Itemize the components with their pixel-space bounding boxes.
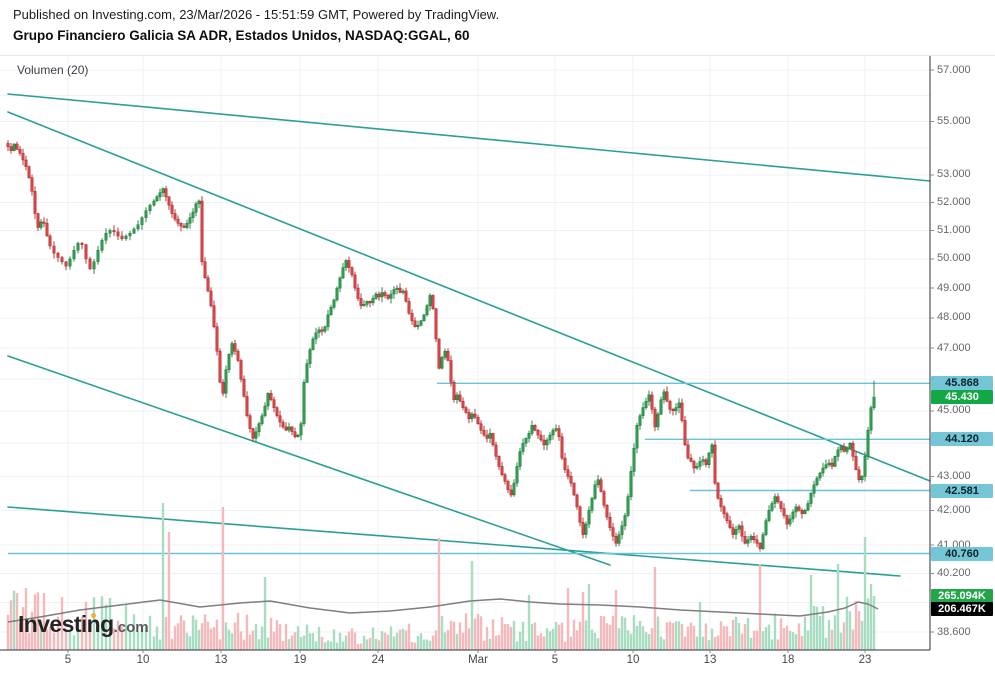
logo-tld-text: .com (113, 619, 149, 636)
trendlines (7, 93, 931, 577)
grid-lines (0, 56, 930, 650)
investing-logo[interactable]: Investing.com (18, 611, 149, 639)
volume-indicator-label: Volumen (20) (17, 63, 89, 77)
logo-orange-dot-icon (91, 613, 96, 618)
logo-brand-text: Investing (18, 611, 114, 637)
chart-title: Grupo Financiero Galicia SA ADR, Estados… (13, 28, 470, 43)
header-divider (0, 55, 995, 56)
support-resistance-lines (8, 382, 930, 555)
volume-ma-line (7, 598, 879, 623)
candles (6, 140, 876, 552)
axis-frame (0, 56, 934, 653)
published-line: Published on Investing.com, 23/Mar/2026 … (13, 7, 500, 22)
